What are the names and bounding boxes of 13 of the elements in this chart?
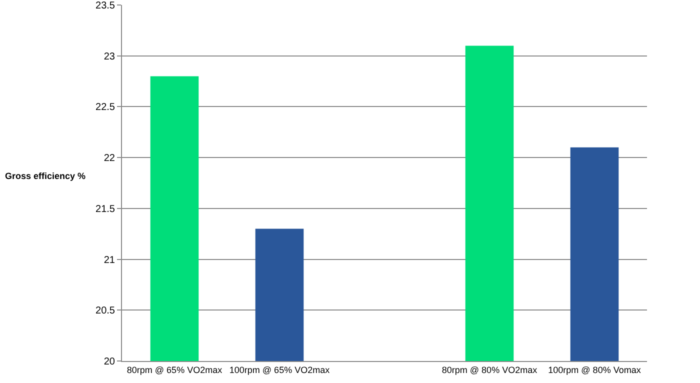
y-tick-label: 22.5	[96, 102, 116, 114]
y-axis-title: Gross efficiency %	[5, 171, 86, 181]
y-tick-label: 21	[104, 254, 116, 266]
x-tick-label: 80rpm @ 80% VO2max	[442, 364, 538, 375]
x-tick-label: 100rpm @ 80% Vomax	[548, 364, 642, 375]
y-tick-label: 23.5	[96, 0, 116, 12]
x-tick-label: 80rpm @ 65% VO2max	[126, 364, 223, 375]
y-tick-label: 21.5	[96, 204, 116, 215]
y-tick-label: 20	[104, 356, 116, 368]
y-tick-label: 22	[104, 153, 116, 164]
x-tick-label: 100rpm @ 65% VO2max	[229, 364, 330, 375]
y-tick-label: 23	[104, 51, 116, 62]
y-tick-label: 20.5	[96, 306, 116, 317]
